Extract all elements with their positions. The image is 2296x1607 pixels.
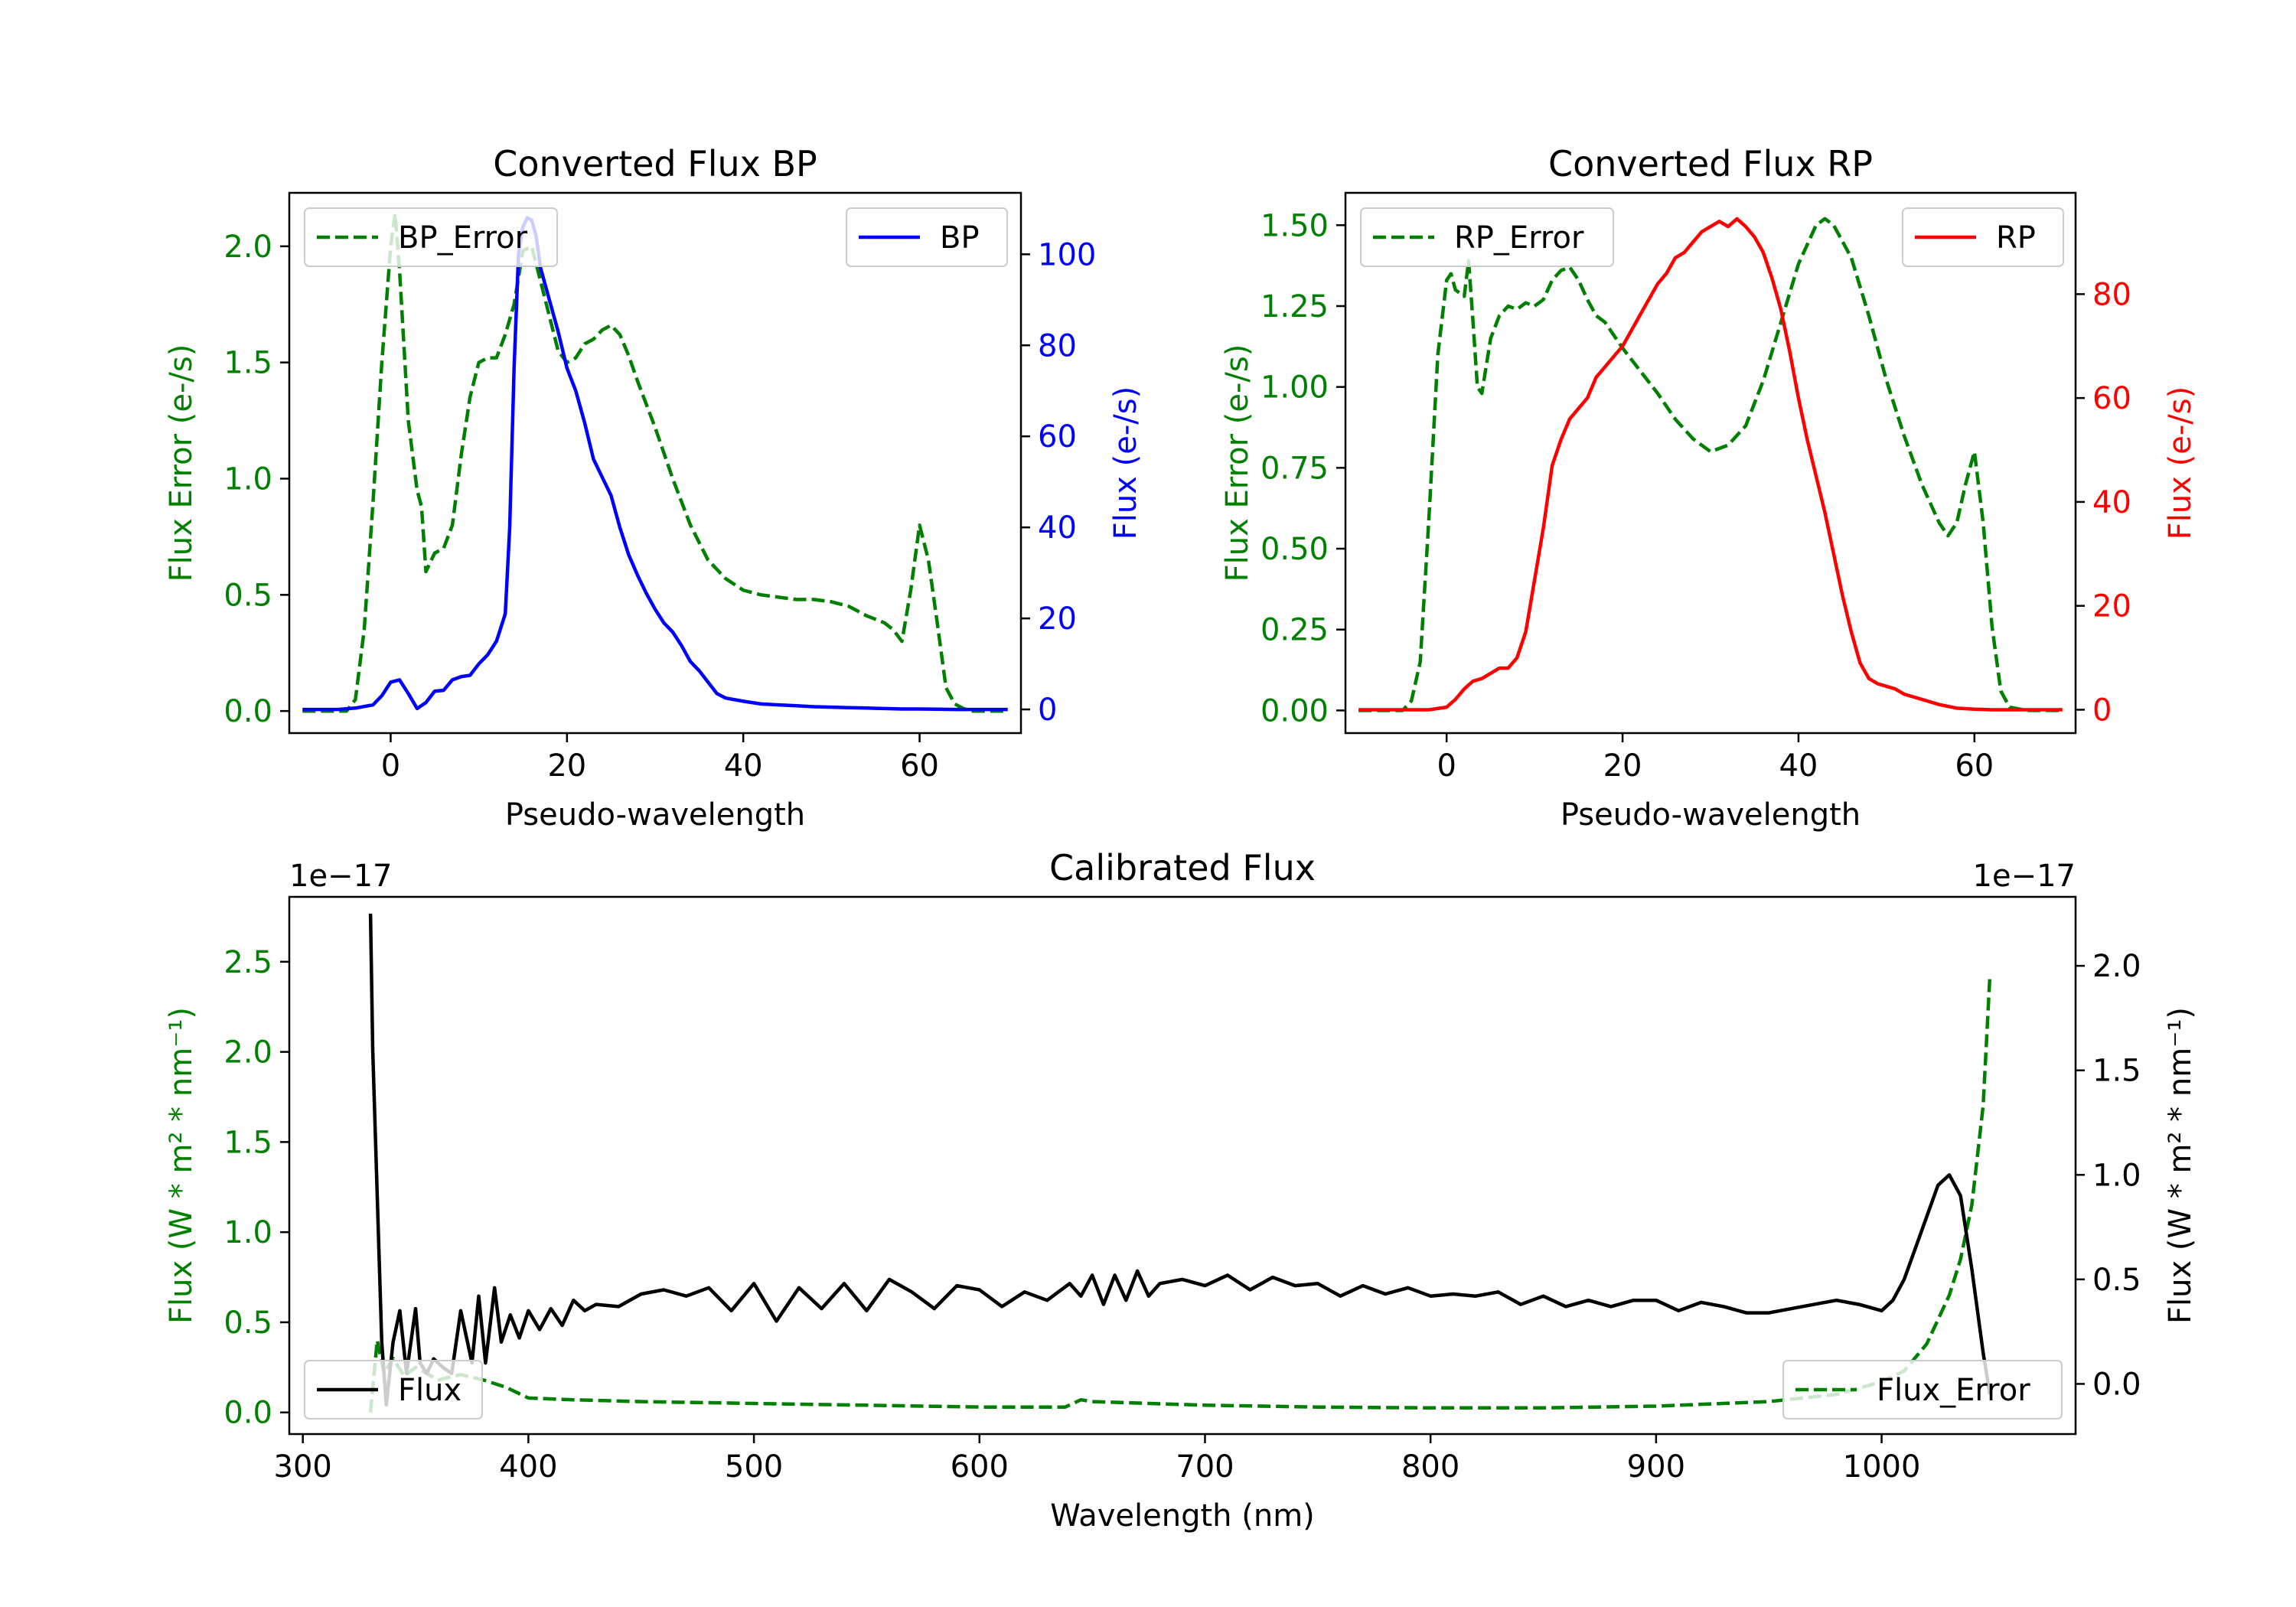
y-right-tick-label: 40 xyxy=(1038,510,1077,546)
legend-box xyxy=(1782,1360,2063,1420)
chart-title: Converted Flux BP xyxy=(493,143,817,184)
x-tick-label: 600 xyxy=(951,1449,1009,1485)
x-tick-label: 0 xyxy=(1437,748,1456,784)
chart-panel-3: 300 400 500 600 700 800 900 1000 0.0 0.5 1.0 1.5 2.0… xyxy=(164,847,2198,1534)
legend-box xyxy=(1360,207,1614,267)
y-right-tick-label: 100 xyxy=(1038,237,1096,272)
series-line-bp xyxy=(302,216,1008,712)
legend-box xyxy=(304,1360,483,1420)
y-left-tick-label: 0.0 xyxy=(223,694,272,729)
x-tick-label: 40 xyxy=(1779,748,1818,784)
x-tick-label: 500 xyxy=(725,1449,783,1485)
y-right-offset-label: 1e−17 xyxy=(1973,859,2076,894)
y-right-tick-label: 0 xyxy=(2092,693,2112,728)
legend-bp: BP xyxy=(846,207,1008,267)
legend-flux: Flux xyxy=(304,1360,483,1420)
y-right-tick-label: 80 xyxy=(1038,328,1077,363)
legend-label: RP_Error xyxy=(1454,220,1584,256)
legend-box xyxy=(846,207,1008,267)
y-left-tick-label: 1.50 xyxy=(1261,208,1329,243)
y-left-offset-label: 1e−17 xyxy=(289,859,392,894)
x-tick-label: 60 xyxy=(900,748,939,784)
y-left-axis-label: Flux (W * m² * nm⁻¹) xyxy=(164,1007,199,1324)
y-left-tick-label: 2.0 xyxy=(223,230,272,265)
x-tick-label: 0 xyxy=(381,748,400,784)
y-right-tick-label: 20 xyxy=(2092,589,2131,624)
legend-rp-error: RP_Error xyxy=(1360,207,1614,267)
x-axis-label: Pseudo-wavelength xyxy=(1561,797,1861,833)
chart-title: Calibrated Flux xyxy=(1049,847,1316,888)
y-right-tick-label: 20 xyxy=(1038,601,1077,637)
y-left-tick-label: 1.0 xyxy=(223,461,272,497)
y-right-tick-label: 0.0 xyxy=(2092,1367,2141,1402)
plot-frame xyxy=(288,895,2077,1436)
x-tick-label: 300 xyxy=(274,1449,332,1485)
x-tick-label: 40 xyxy=(724,748,763,784)
y-left-tick-label: 1.25 xyxy=(1261,289,1329,324)
series-line-bp-error xyxy=(302,212,1008,713)
legend-label: RP xyxy=(1996,220,2036,256)
y-left-tick-label: 0.75 xyxy=(1261,451,1329,486)
series-line-rp xyxy=(1358,217,2063,712)
legend-label: BP_Error xyxy=(398,220,528,256)
x-axis-label: Wavelength (nm) xyxy=(1050,1498,1315,1534)
legend-box xyxy=(1902,207,2064,267)
x-tick-label: 20 xyxy=(1603,748,1642,784)
plot-frame xyxy=(1344,191,2077,735)
y-left-tick-label: 1.5 xyxy=(223,346,272,381)
y-right-tick-label: 2.0 xyxy=(2092,949,2141,984)
y-left-tick-label: 1.00 xyxy=(1261,370,1329,406)
chart-title: Converted Flux RP xyxy=(1548,143,1873,184)
x-tick-label: 900 xyxy=(1627,1449,1685,1485)
series-line-rp-error xyxy=(1358,217,2063,712)
y-right-tick-label: 60 xyxy=(2092,381,2131,416)
legend-label: Flux_Error xyxy=(1877,1373,2030,1408)
series-line-flux xyxy=(368,913,1992,1407)
x-tick-label: 20 xyxy=(547,748,586,784)
y-left-tick-label: 0.0 xyxy=(223,1396,272,1431)
y-right-tick-label: 60 xyxy=(1038,419,1077,455)
x-tick-label: 1000 xyxy=(1843,1449,1921,1485)
y-left-tick-label: 0.00 xyxy=(1261,693,1329,729)
y-left-tick-label: 0.5 xyxy=(223,578,272,613)
y-left-tick-label: 0.5 xyxy=(223,1305,272,1341)
y-right-tick-label: 1.5 xyxy=(2092,1054,2141,1089)
y-right-axis-label: Flux (W * m² * nm⁻¹) xyxy=(2163,1007,2198,1324)
y-right-tick-label: 0.5 xyxy=(2092,1263,2141,1298)
y-right-tick-label: 80 xyxy=(2092,277,2131,312)
y-left-axis-label: Flux Error (e-/s) xyxy=(1220,344,1255,582)
y-right-axis-label: Flux (e-/s) xyxy=(1108,386,1143,539)
y-left-tick-label: 0.25 xyxy=(1261,613,1329,648)
x-axis-label: Pseudo-wavelength xyxy=(505,797,805,833)
series-line-flux-error xyxy=(368,976,1992,1413)
y-left-axis-label: Flux Error (e-/s) xyxy=(164,344,199,582)
x-tick-label: 700 xyxy=(1176,1449,1234,1485)
plot-frame xyxy=(288,191,1022,735)
y-left-tick-label: 0.50 xyxy=(1261,532,1329,567)
legend-flux-error: Flux_Error xyxy=(1782,1360,2063,1420)
chart-panel-2: 0 20 40 60 0.00 0.25 0.50 0.75 1.00 1.25 1.50 0 20 40… xyxy=(1220,143,2198,833)
y-right-axis-label: Flux (e-/s) xyxy=(2163,386,2198,539)
legend-label: BP xyxy=(940,220,980,256)
x-tick-label: 800 xyxy=(1401,1449,1459,1485)
y-left-tick-label: 2.0 xyxy=(223,1035,272,1071)
y-left-tick-label: 1.0 xyxy=(223,1215,272,1250)
y-left-tick-label: 2.5 xyxy=(223,945,272,980)
chart-panel-1: 0 20 40 60 0.0 0.5 1.0 1.5 2.0 0 20 40 60 80 100 Conver… xyxy=(164,143,1143,833)
legend-rp: RP xyxy=(1902,207,2064,267)
legend-label: Flux xyxy=(398,1373,461,1408)
legend-bp-error: BP_Error xyxy=(304,207,558,267)
y-left-tick-label: 1.5 xyxy=(223,1125,272,1160)
legend-box xyxy=(304,207,558,267)
y-right-tick-label: 1.0 xyxy=(2092,1158,2141,1193)
x-tick-label: 400 xyxy=(499,1449,557,1485)
y-right-tick-label: 0 xyxy=(1038,693,1057,728)
x-tick-label: 60 xyxy=(1955,748,1994,784)
y-right-tick-label: 40 xyxy=(2092,485,2131,520)
